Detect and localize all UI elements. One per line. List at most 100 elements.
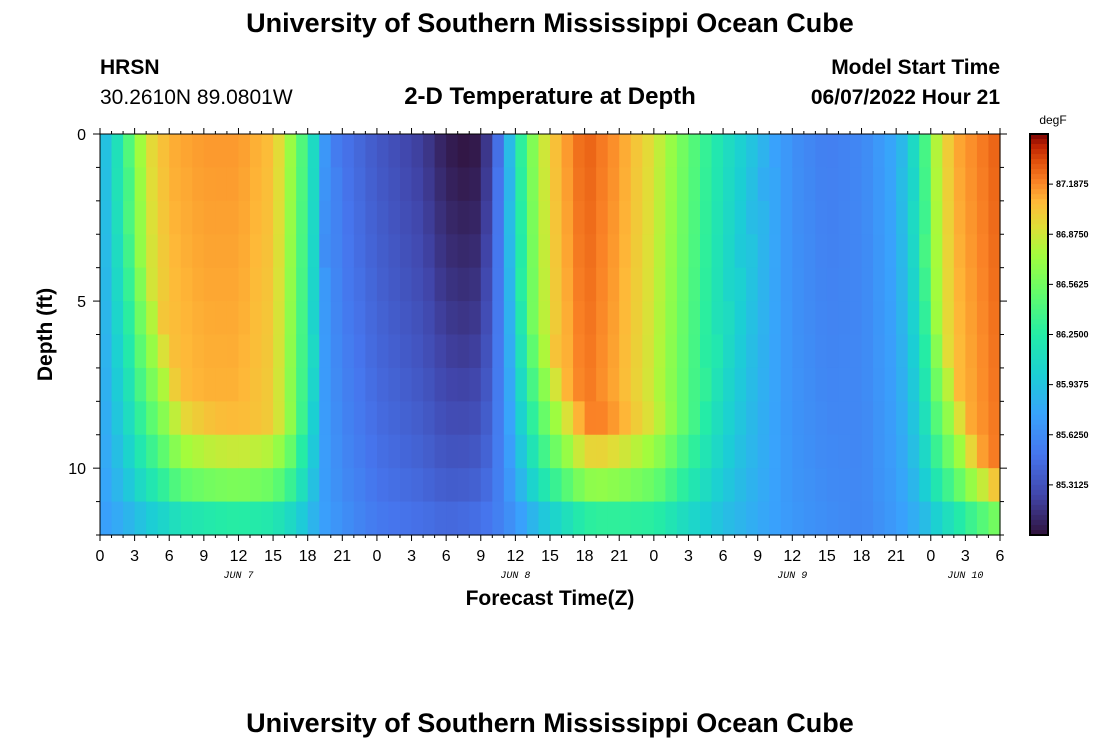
- heatmap-cell: [642, 301, 655, 336]
- heatmap-cell: [146, 234, 159, 269]
- heatmap-cell: [780, 501, 793, 536]
- heatmap-cell: [676, 434, 690, 469]
- heatmap-cell: [769, 401, 782, 436]
- heatmap-cell: [446, 200, 459, 235]
- heatmap-cell: [492, 134, 505, 169]
- x-tick-label: 3: [130, 548, 139, 565]
- heatmap-cell: [192, 234, 205, 269]
- heatmap-cell: [400, 234, 413, 269]
- heatmap-cell: [665, 234, 678, 269]
- heatmap-cell: [826, 234, 840, 269]
- colorbar-segment: [1030, 139, 1048, 145]
- heatmap-cell: [746, 367, 759, 402]
- heatmap-cell: [930, 468, 943, 503]
- heatmap-cell: [169, 334, 182, 369]
- heatmap-cell: [734, 200, 747, 235]
- heatmap-cell: [665, 134, 678, 169]
- heatmap-cell: [284, 468, 297, 503]
- heatmap-cell: [630, 134, 643, 169]
- colorbar-segment: [1030, 444, 1048, 451]
- heatmap-cell: [180, 167, 193, 202]
- heatmap-cell: [711, 234, 724, 269]
- heatmap-cell: [423, 167, 436, 202]
- heatmap-cell: [457, 167, 470, 202]
- heatmap-cell: [965, 167, 978, 202]
- heatmap-cell: [353, 501, 366, 536]
- heatmap-cell: [296, 334, 309, 369]
- heatmap-cell: [665, 501, 678, 536]
- heatmap-cell: [838, 468, 851, 503]
- heatmap-cell: [630, 234, 643, 269]
- heatmap-cell: [988, 301, 1001, 336]
- heatmap-cell: [676, 200, 690, 235]
- heatmap-cell: [192, 401, 205, 436]
- heatmap-cell: [238, 301, 251, 336]
- heatmap-cell: [353, 468, 366, 503]
- heatmap-cell: [330, 134, 343, 169]
- heatmap-cell: [907, 167, 920, 202]
- heatmap-cell: [884, 134, 897, 169]
- heatmap-cell: [769, 434, 782, 469]
- heatmap-cell: [619, 200, 632, 235]
- x-tick-label: 12: [506, 548, 524, 565]
- heatmap-cell: [734, 501, 747, 536]
- heatmap-cell: [676, 334, 690, 369]
- heatmap-cell: [134, 267, 147, 302]
- heatmap-cell: [388, 468, 401, 503]
- heatmap-cell: [400, 334, 413, 369]
- heatmap-cell: [619, 401, 632, 436]
- heatmap-cell: [238, 234, 251, 269]
- heatmap-cell: [400, 301, 413, 336]
- heatmap-cell: [111, 234, 124, 269]
- heatmap-cell: [723, 367, 736, 402]
- heatmap-cell: [330, 334, 343, 369]
- heatmap-cell: [688, 301, 701, 336]
- colorbar-segment: [1030, 264, 1048, 270]
- heatmap-cell: [515, 434, 528, 469]
- heatmap-cells: [100, 134, 1001, 536]
- heatmap-cell: [284, 367, 297, 402]
- heatmap-cell: [769, 234, 782, 269]
- heatmap-cell: [653, 301, 666, 336]
- heatmap-cell: [526, 434, 540, 469]
- heatmap-cell: [284, 200, 297, 235]
- heatmap-cell: [873, 267, 886, 302]
- x-axis: 0 3 6 9 12 15 18 21 0 3 6 9 12 15 18 21 0 3 6 9 12 15 18 21 0 3 6 J…: [96, 128, 1005, 582]
- heatmap-cell: [792, 301, 805, 336]
- heatmap-cell: [665, 301, 678, 336]
- heatmap-cell: [561, 334, 574, 369]
- heatmap-cell: [619, 301, 632, 336]
- heatmap-cell: [607, 367, 620, 402]
- heatmap-cell: [296, 367, 309, 402]
- heatmap-cell: [723, 434, 736, 469]
- heatmap-cell: [226, 134, 240, 169]
- colorbar-segment: [1030, 354, 1048, 361]
- heatmap-cell: [365, 334, 378, 369]
- colorbar-segment: [1030, 329, 1048, 335]
- heatmap-cell: [550, 134, 563, 169]
- heatmap-cell: [123, 434, 136, 469]
- heatmap-cell: [711, 134, 724, 169]
- heatmap-cell: [192, 501, 205, 536]
- heatmap-cell: [411, 468, 424, 503]
- x-tick-label: 3: [684, 548, 693, 565]
- heatmap-cell: [907, 267, 920, 302]
- heatmap-cell: [192, 434, 205, 469]
- heatmap-cell: [376, 468, 390, 503]
- heatmap-cell: [676, 167, 690, 202]
- colorbar-segment: [1030, 489, 1048, 496]
- heatmap-cell: [434, 401, 447, 436]
- heatmap-cell: [203, 501, 216, 536]
- heatmap-cell: [515, 200, 528, 235]
- heatmap-cell: [976, 434, 990, 469]
- heatmap-cell: [861, 200, 874, 235]
- heatmap-cell: [653, 434, 666, 469]
- heatmap-cell: [769, 468, 782, 503]
- heatmap-cell: [607, 401, 620, 436]
- colorbar-segment: [1030, 314, 1048, 320]
- heatmap-cell: [411, 234, 424, 269]
- heatmap-cell: [642, 401, 655, 436]
- colorbar-segment: [1030, 529, 1048, 536]
- heatmap-cell: [226, 167, 240, 202]
- heatmap-cell: [446, 401, 459, 436]
